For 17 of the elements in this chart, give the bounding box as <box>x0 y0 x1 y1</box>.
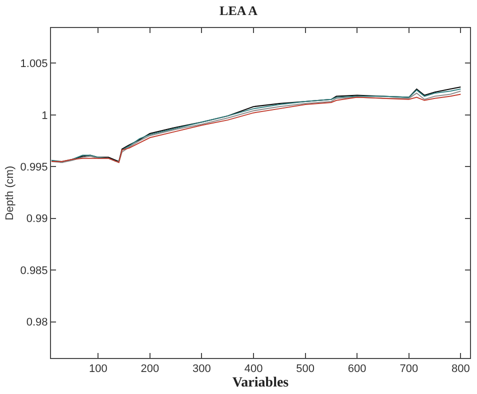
y-tick-label: 0.985 <box>20 264 48 277</box>
y-tick-label: 0.98 <box>26 316 48 329</box>
x-axis-title: Variables <box>232 376 290 390</box>
x-tick-label: 100 <box>88 363 108 376</box>
chart-title: LEA A <box>220 3 258 18</box>
x-tick-label: 500 <box>296 363 314 376</box>
x-tick-label: 700 <box>400 363 418 376</box>
y-tick-label: 0.99 <box>26 213 48 226</box>
y-tick-label: 1 <box>42 110 48 122</box>
y-axis-title: Depth (cm) <box>4 166 16 220</box>
x-tick-label: 600 <box>348 363 366 376</box>
y-tick-label: 1.005 <box>20 58 48 70</box>
x-tick-label: 400 <box>244 363 263 376</box>
x-tick-label: 200 <box>140 363 160 376</box>
x-tick-label: 800 <box>452 363 470 376</box>
x-tick-label: 300 <box>192 363 211 376</box>
y-tick-label: 0.995 <box>20 161 48 174</box>
